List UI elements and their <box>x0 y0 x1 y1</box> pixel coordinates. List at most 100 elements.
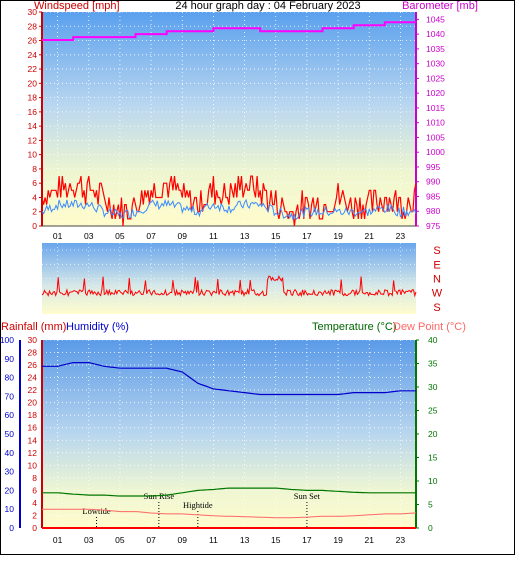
x-tick-label: 09 <box>178 231 188 241</box>
wind-axes: 0246810121416182022242628309759809859909… <box>28 7 446 241</box>
baro-tick-label: 1030 <box>426 59 445 69</box>
x-tick-label: 23 <box>396 231 406 241</box>
windspeed-line <box>41 175 417 227</box>
direction-label: N <box>433 274 441 286</box>
humidity-tick-label: 50 <box>5 429 15 439</box>
humidity-tick-label: 80 <box>5 373 15 383</box>
humidity-temp-panel <box>42 340 416 528</box>
wind-tick-label: 12 <box>28 135 38 145</box>
x-tick-label: 21 <box>365 535 375 545</box>
x-tick-label: 23 <box>396 535 406 545</box>
x-tick-label: 11 <box>209 535 218 545</box>
x-tick-label: 17 <box>302 535 312 545</box>
baro-tick-label: 1015 <box>426 103 445 113</box>
x-tick-label: 09 <box>178 535 188 545</box>
rain-tick-label: 22 <box>28 385 38 395</box>
annotation-label: Sun Set <box>294 491 321 501</box>
rain-tick-label: 0 <box>32 523 37 533</box>
rain-tick-label: 30 <box>28 335 38 345</box>
direction-label: E <box>433 259 440 271</box>
annotation-label: Hightide <box>183 500 213 510</box>
wind-tick-label: 6 <box>32 178 37 188</box>
wind-tick-label: 30 <box>28 7 38 17</box>
humidity-tick-label: 70 <box>5 391 15 401</box>
baro-tick-label: 985 <box>426 191 440 201</box>
x-tick-label: 17 <box>302 231 312 241</box>
direction-label: S <box>433 245 440 257</box>
graph-title: 24 hour graph day : 04 February 2023 <box>175 0 360 12</box>
humidity-tick-label: 20 <box>5 485 15 495</box>
wind-tick-label: 28 <box>28 21 38 31</box>
rain-tick-label: 4 <box>32 498 37 508</box>
temperature-tick-label: 15 <box>428 453 438 463</box>
direction-label: W <box>432 288 443 300</box>
wind-tick-label: 24 <box>28 50 38 60</box>
windspeed-average-line <box>41 198 417 221</box>
rain-tick-label: 24 <box>28 373 38 383</box>
graph-frame <box>0 0 515 555</box>
humidity-tick-label: 100 <box>0 335 14 345</box>
x-tick-label: 03 <box>84 535 94 545</box>
baro-tick-label: 1010 <box>426 118 445 128</box>
wind-tick-label: 26 <box>28 36 38 46</box>
baro-tick-label: 995 <box>426 162 440 172</box>
x-tick-label: 03 <box>84 231 94 241</box>
x-tick-label: 05 <box>115 535 125 545</box>
x-tick-label: 11 <box>209 231 218 241</box>
rain-tick-label: 2 <box>32 510 37 520</box>
wind-series-group <box>41 21 417 227</box>
humidity-tick-label: 60 <box>5 410 15 420</box>
baro-tick-label: 1045 <box>426 14 445 24</box>
rain-tick-label: 6 <box>32 485 37 495</box>
baro-tick-label: 1025 <box>426 73 445 83</box>
humidity-tick-label: 0 <box>9 523 14 533</box>
temperature-tick-label: 25 <box>428 406 438 416</box>
wind-axis-title: Windspeed [mph] <box>34 0 120 12</box>
x-tick-label: 07 <box>146 231 156 241</box>
rain-tick-label: 16 <box>28 423 38 433</box>
humidity-line <box>42 362 416 396</box>
humidity-tick-label: 30 <box>5 467 15 477</box>
rain-tick-label: 10 <box>28 460 38 470</box>
x-tick-label: 15 <box>271 231 281 241</box>
x-tick-label: 19 <box>333 231 343 241</box>
temperature-tick-label: 35 <box>428 359 438 369</box>
x-tick-label: 15 <box>271 535 281 545</box>
temperature-tick-label: 30 <box>428 382 438 392</box>
baro-tick-label: 980 <box>426 206 440 216</box>
x-tick-label: 21 <box>365 231 375 241</box>
wind-tick-label: 10 <box>28 150 38 160</box>
baro-axis-title: Barometer [mb] <box>402 0 478 12</box>
baro-tick-label: 1005 <box>426 132 445 142</box>
rain-axis-title: Rainfall (mm) <box>1 321 66 333</box>
x-tick-label: 13 <box>240 535 250 545</box>
baro-tick-label: 975 <box>426 221 440 231</box>
rain-tick-label: 20 <box>28 398 38 408</box>
humidity-tick-label: 90 <box>5 354 15 364</box>
wind-tick-label: 8 <box>32 164 37 174</box>
dewpoint-line <box>42 508 417 519</box>
baro-tick-label: 1020 <box>426 88 445 98</box>
rain-tick-label: 8 <box>32 473 37 483</box>
rain-tick-label: 26 <box>28 360 38 370</box>
x-tick-label: 19 <box>333 535 343 545</box>
x-tick-label: 05 <box>115 231 125 241</box>
wind-tick-label: 4 <box>32 192 37 202</box>
direction-label: S <box>433 302 440 314</box>
wind-tick-label: 18 <box>28 93 38 103</box>
wind-tick-label: 2 <box>32 207 37 217</box>
humidity-tick-label: 40 <box>5 448 15 458</box>
temperature-tick-label: 20 <box>428 429 438 439</box>
wind-tick-label: 0 <box>32 221 37 231</box>
wind-direction-line <box>41 275 417 298</box>
x-tick-label: 13 <box>240 231 250 241</box>
humidity-grid <box>42 339 416 529</box>
temperature-tick-label: 10 <box>428 476 438 486</box>
baro-tick-label: 1000 <box>426 147 445 157</box>
baro-tick-label: 990 <box>426 177 440 187</box>
temperature-line <box>42 487 416 497</box>
x-tick-label: 01 <box>53 231 63 241</box>
wind-tick-label: 20 <box>28 78 38 88</box>
